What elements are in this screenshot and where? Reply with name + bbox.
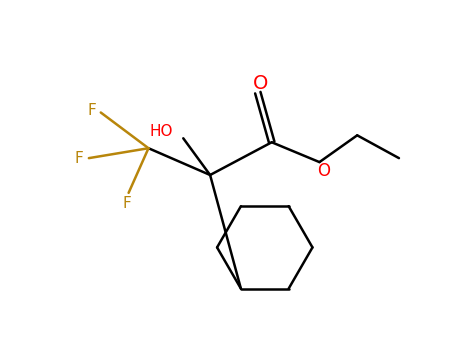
Text: O: O [253, 74, 268, 93]
Text: F: F [75, 150, 83, 166]
Text: HO: HO [150, 124, 173, 139]
Text: O: O [317, 162, 330, 180]
Text: F: F [122, 196, 131, 211]
Text: F: F [87, 103, 96, 118]
